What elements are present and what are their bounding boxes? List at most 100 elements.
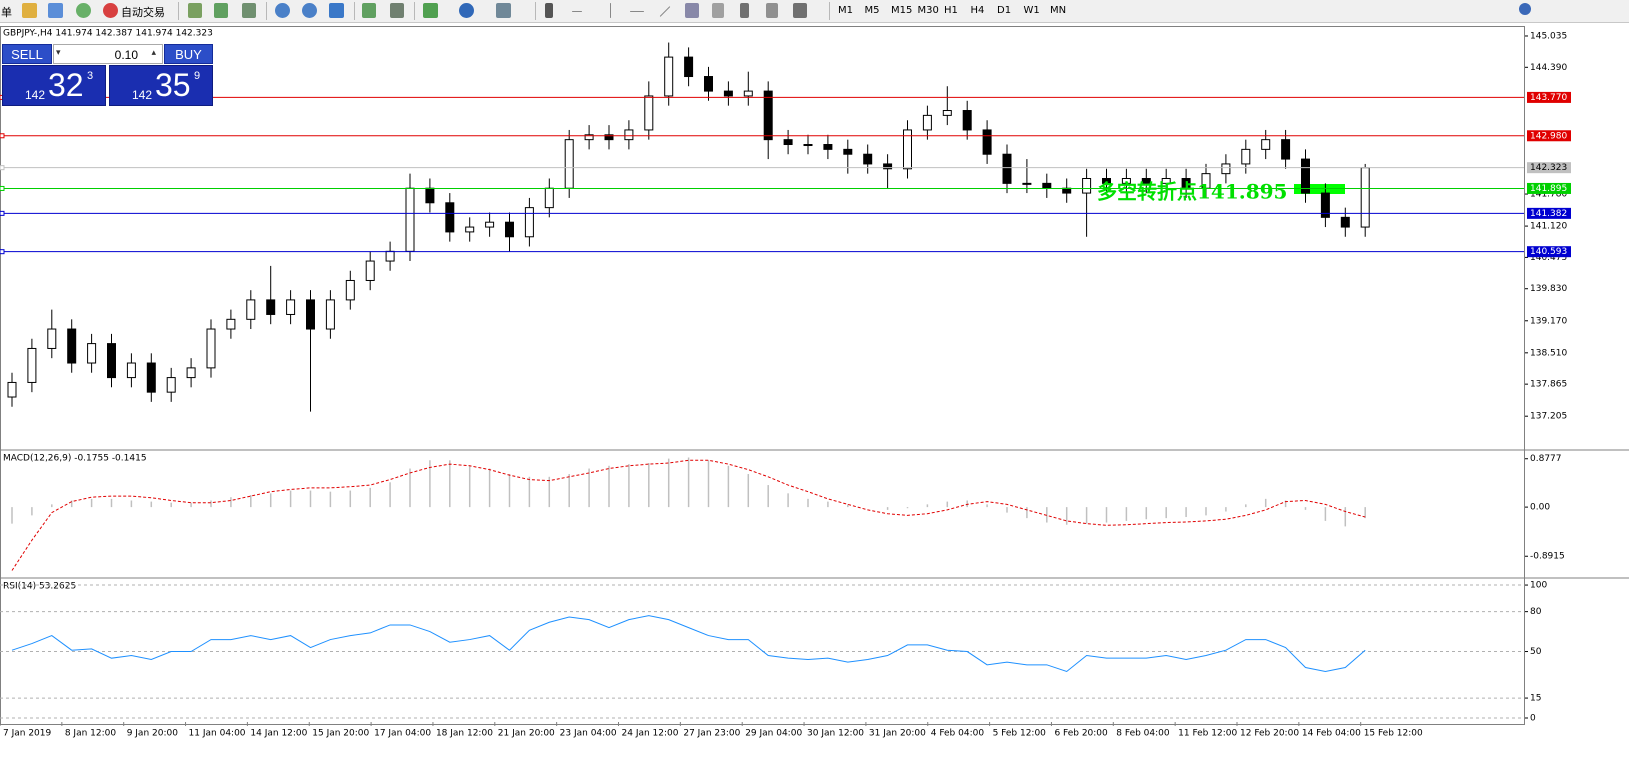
- crosshair-tool[interactable]: [572, 11, 582, 12]
- spin-up[interactable]: ▴: [151, 47, 156, 57]
- candle-body: [325, 299, 335, 330]
- separator: [414, 2, 415, 20]
- zoom-out[interactable]: [302, 3, 317, 18]
- buy-button[interactable]: BUY: [164, 44, 213, 64]
- icon[interactable]: [242, 3, 256, 18]
- annotation: 多空转折点141.895: [1097, 180, 1287, 204]
- candle-body: [1241, 148, 1251, 165]
- time-label: 30 Jan 12:00: [807, 729, 864, 739]
- candle-body: [922, 114, 932, 131]
- one-click-trading-panel: SELL ▾ 0.10 ▴ BUY 142 32 3 142 35 9: [2, 44, 213, 107]
- level-label: 141.895: [1530, 184, 1567, 194]
- spin-down[interactable]: ▾: [56, 47, 61, 57]
- candle-body: [47, 328, 57, 349]
- timeframe-button[interactable]: M1: [838, 5, 853, 16]
- candle-body: [684, 56, 694, 78]
- price-pip: 3: [87, 70, 94, 82]
- candle-body: [146, 362, 156, 393]
- timeframe-button[interactable]: MN: [1050, 5, 1067, 16]
- candle-body: [186, 367, 196, 379]
- auto-trading-button[interactable]: 自动交易: [121, 6, 165, 19]
- level-label-box: [1527, 182, 1571, 194]
- icon[interactable]: [76, 3, 91, 18]
- sell-price[interactable]: 142 32 3: [2, 65, 106, 106]
- icon[interactable]: [362, 3, 376, 18]
- time-label: 11 Jan 04:00: [189, 729, 246, 739]
- candle-body: [564, 139, 574, 189]
- menu-fragment[interactable]: 单: [1, 6, 12, 19]
- vline-tool[interactable]: [610, 3, 611, 18]
- time-label: 15 Feb 12:00: [1364, 729, 1423, 739]
- candle-body: [425, 187, 435, 204]
- candle-body: [644, 95, 654, 131]
- candle-body: [883, 163, 893, 170]
- zoom-in[interactable]: [275, 3, 290, 18]
- y-tick-label: 137.865: [1530, 380, 1567, 390]
- sell-button[interactable]: SELL: [2, 44, 52, 64]
- candle-body: [445, 202, 455, 233]
- candle-body: [206, 328, 216, 369]
- text-tool[interactable]: [740, 3, 749, 18]
- label-tool[interactable]: [766, 3, 778, 18]
- icon[interactable]: [685, 3, 699, 18]
- time-label: 31 Jan 20:00: [869, 729, 926, 739]
- candle-body: [286, 299, 296, 315]
- icon[interactable]: [459, 3, 474, 18]
- panel-title: RSI(14) 53.2625: [3, 582, 76, 592]
- level-label-box: [1527, 207, 1571, 219]
- candle-body: [664, 56, 674, 97]
- candle-body: [624, 129, 634, 141]
- y-tick-label: 141.120: [1530, 222, 1567, 232]
- search[interactable]: [1519, 3, 1531, 15]
- icon[interactable]: [423, 3, 438, 18]
- trendline-tool[interactable]: [659, 6, 671, 17]
- time-label: 18 Jan 12:00: [436, 729, 493, 739]
- level-label: 142.980: [1530, 131, 1567, 141]
- candle-body: [1022, 182, 1032, 185]
- timeframe-button[interactable]: D1: [997, 5, 1012, 16]
- lot-input[interactable]: ▾ 0.10 ▴: [53, 44, 163, 64]
- candle-body: [524, 207, 534, 238]
- candle-body: [405, 187, 415, 252]
- candle-body: [982, 129, 992, 155]
- icon[interactable]: [496, 3, 511, 18]
- icon[interactable]: [390, 3, 404, 18]
- price-prefix: 142: [132, 88, 153, 102]
- separator: [535, 2, 536, 20]
- icon[interactable]: [22, 3, 37, 18]
- chart: GBPJPY-,H4 141.974 142.387 141.974 142.3…: [0, 26, 1629, 739]
- candle-body: [743, 90, 753, 97]
- time-label: 23 Jan 04:00: [560, 729, 617, 739]
- icon[interactable]: [712, 3, 724, 18]
- candle-body: [1360, 167, 1370, 228]
- timeframe-button[interactable]: M30: [917, 5, 939, 16]
- candle-body: [27, 347, 37, 383]
- candle-body: [266, 299, 276, 315]
- timeframe-button[interactable]: M5: [864, 5, 880, 16]
- candle-body: [544, 187, 554, 209]
- icon[interactable]: [188, 3, 202, 18]
- timeframe-button[interactable]: M15: [891, 5, 913, 16]
- cursor-tool[interactable]: [545, 3, 553, 18]
- buy-price[interactable]: 142 35 9: [109, 65, 213, 106]
- candle-body: [107, 343, 116, 379]
- icon[interactable]: [214, 3, 228, 18]
- time-label: 24 Jan 12:00: [622, 729, 679, 739]
- separator: [266, 2, 267, 20]
- time-label: 14 Jan 12:00: [250, 729, 307, 739]
- hline-tool[interactable]: [630, 11, 644, 12]
- candle-body: [126, 362, 136, 379]
- level-handle: [0, 165, 5, 171]
- icon[interactable]: [329, 3, 344, 18]
- auto-trading-icon[interactable]: [103, 3, 118, 18]
- timeframe-button[interactable]: W1: [1023, 5, 1040, 16]
- icon[interactable]: [48, 3, 63, 18]
- candle-body: [385, 250, 395, 262]
- candle-body: [505, 221, 514, 238]
- candle-body: [1002, 153, 1012, 184]
- candle-body: [763, 90, 773, 141]
- timeframe-button[interactable]: H4: [970, 5, 985, 16]
- timeframe-button[interactable]: H1: [944, 5, 958, 16]
- icon[interactable]: [793, 3, 807, 18]
